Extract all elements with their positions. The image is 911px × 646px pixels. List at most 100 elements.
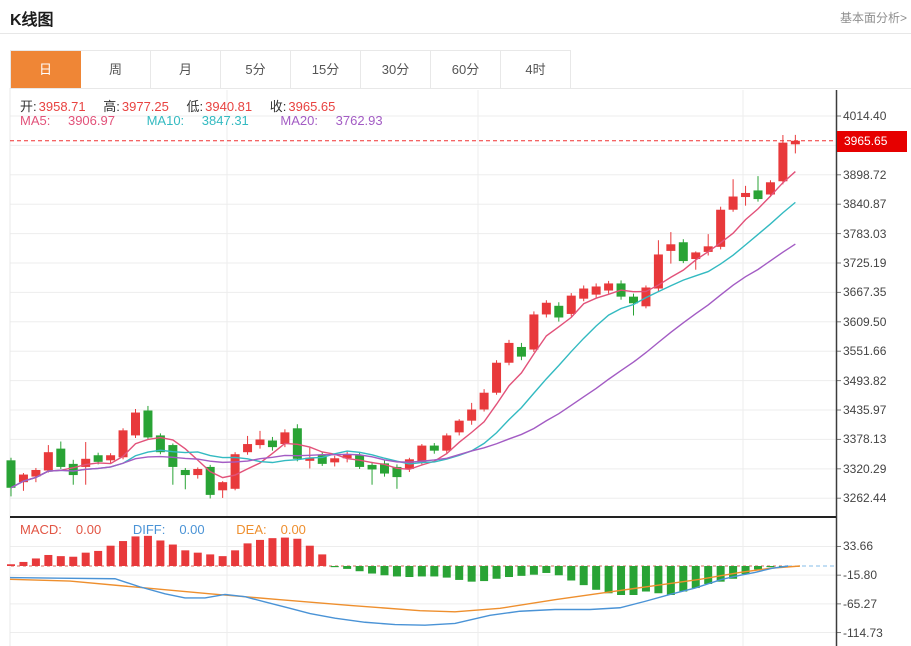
macd-bar-positive [81, 552, 90, 566]
candle-up [479, 392, 489, 410]
ma20-readout: MA20: 3762.93 [280, 113, 383, 128]
interval-tabs: 日周月 5分 15分 30分 60分 4时 [10, 50, 571, 88]
open-label: 开: [20, 99, 37, 114]
candle-up [31, 469, 41, 477]
tab-周[interactable]: 周 [81, 51, 151, 88]
tab-月[interactable]: 月 [151, 51, 221, 88]
candle-up [230, 454, 240, 489]
macd-bar-negative [380, 566, 389, 576]
ohlc-readout: 开: 3958.71 高: 3977.25 低: 3940.81 收: 3965.65 [20, 96, 349, 115]
candle-down [168, 445, 178, 467]
candle-up [591, 286, 601, 295]
macd-readout: MACD: 0.00 DIFF: 0.00 DEA: 0.00 [20, 522, 334, 537]
tab-15分[interactable]: 15分 [291, 51, 361, 88]
diff-value: DIFF: 0.00 [132, 522, 205, 537]
candle-up [604, 283, 614, 291]
macd-bar-positive [193, 552, 202, 566]
candle-up [741, 192, 751, 198]
candle-up [492, 362, 502, 393]
macd-bar-negative [455, 566, 464, 580]
candle-up [218, 482, 228, 491]
macd-bar-negative [604, 566, 613, 594]
high-value: 3977.25 [121, 99, 169, 114]
candle-down [367, 464, 377, 470]
macd-bar-negative [729, 566, 738, 579]
candle-down [429, 445, 439, 451]
macd-bar-positive [31, 558, 40, 566]
candle-down [68, 463, 78, 476]
tabbar-underline [10, 88, 911, 89]
candle-up [703, 246, 713, 252]
candle-down [292, 428, 302, 459]
macd-bar-negative [417, 566, 426, 577]
candle-up [280, 432, 290, 445]
price-axis-label: 3378.13 [843, 432, 887, 447]
candle-up [131, 412, 140, 436]
macd-bar-negative [754, 566, 762, 570]
candle-down [392, 466, 402, 478]
macd-bar-positive [280, 537, 289, 566]
candle-up [666, 244, 676, 251]
ma5-readout: MA5: 3906.97 [20, 113, 115, 128]
macd-bar-negative [691, 566, 700, 589]
macd-bar-negative [666, 566, 675, 595]
macd-bar-positive [168, 544, 177, 566]
macd-bar-negative [554, 566, 563, 576]
macd-bar-positive [293, 538, 302, 566]
macd-bar-negative [629, 566, 638, 595]
macd-bar-positive [206, 554, 215, 566]
candle-up [778, 142, 788, 182]
candle-down [143, 410, 153, 438]
price-axis-label: 3840.87 [843, 197, 887, 212]
macd-bar-positive [106, 545, 115, 566]
candle-up [765, 182, 775, 195]
candle-up [504, 342, 514, 363]
macd-bar-positive [7, 564, 15, 566]
macd-bar-negative [442, 566, 451, 578]
candle-down [629, 296, 638, 304]
dea-line [9, 565, 801, 613]
candle-down [155, 435, 165, 453]
macd-bar-positive [119, 541, 128, 566]
candle-up [579, 288, 589, 299]
candle-up [18, 474, 28, 483]
ma10-readout: MA10: 3847.31 [146, 113, 249, 128]
candle-down [56, 448, 66, 467]
macd-bar-negative [542, 566, 551, 573]
macd-value: MACD: 0.00 [20, 522, 102, 537]
macd-bar-negative [505, 566, 513, 578]
candle-down [554, 305, 564, 318]
price-axis-label: 3898.72 [843, 167, 887, 182]
price-axis-label: 3725.19 [843, 256, 887, 270]
candle-up [467, 409, 477, 421]
tab-4时[interactable]: 4时 [501, 51, 571, 88]
fundamental-analysis-link[interactable]: 基本面分析> [839, 11, 907, 25]
macd-bar-positive [268, 538, 277, 566]
macd-bar-negative [641, 566, 650, 592]
macd-bar-negative [704, 566, 713, 584]
tab-60分[interactable]: 60分 [431, 51, 501, 88]
candle-up [442, 435, 452, 451]
macd-bar-negative [330, 566, 339, 568]
page-title: K线图 [10, 12, 54, 29]
macd-bar-positive [44, 554, 53, 566]
candle-down [355, 455, 365, 467]
macd-bar-negative [480, 566, 489, 582]
ma10-line [10, 201, 796, 489]
price-axis-label: 3783.03 [843, 226, 887, 241]
macd-bar-negative [654, 566, 663, 594]
macd-bar-negative [467, 566, 476, 582]
tab-日[interactable]: 日 [11, 51, 81, 88]
current-price-tag: 3965.65 [837, 131, 907, 152]
price-axis-label: 4014.40 [843, 109, 887, 123]
macd-bar-negative [617, 566, 626, 595]
macd-bar-negative [492, 566, 501, 579]
tab-30分[interactable]: 30分 [361, 51, 431, 88]
macd-axis-label: -65.27 [843, 596, 878, 611]
tab-5分[interactable]: 5分 [221, 51, 291, 88]
candle-down [180, 469, 190, 476]
candle-up [529, 314, 539, 350]
candle-up [193, 468, 203, 476]
macd-bar-negative [766, 566, 775, 568]
